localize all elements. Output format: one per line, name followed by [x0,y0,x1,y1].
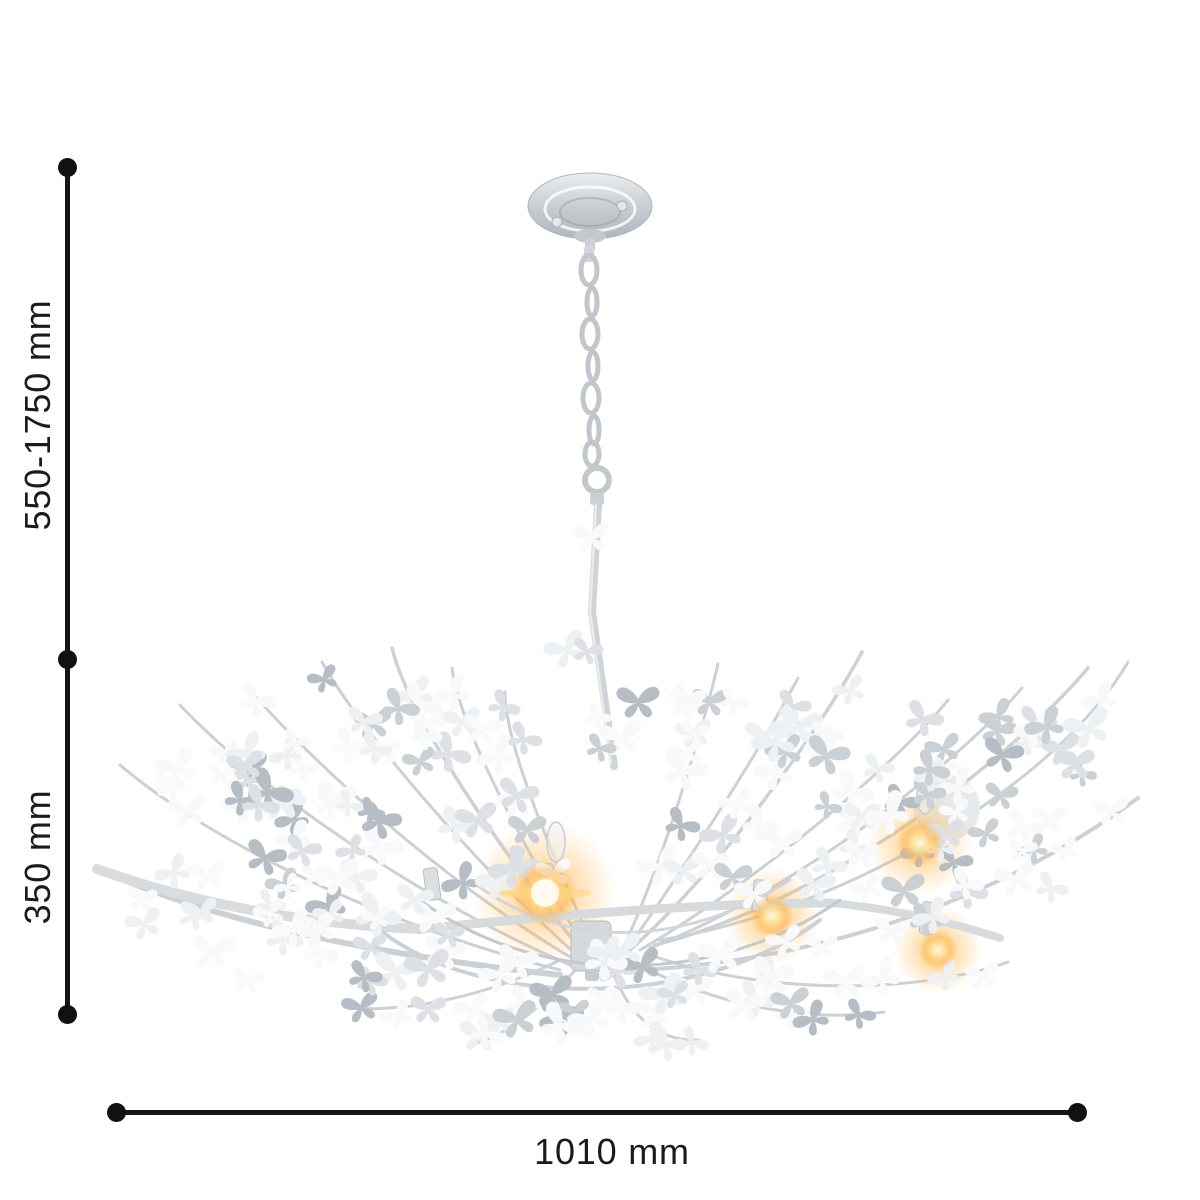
butterfly-ornaments [122,522,1131,1066]
suspension-chain [578,246,612,505]
ceiling-canopy [527,172,653,252]
bulb-glow-cores [499,819,958,970]
suspension-height-label: 550-1750 mm [17,299,58,531]
vertical-dimension-line [65,168,70,1015]
dimension-endpoint-dot-top [58,158,77,177]
width-label: 1010 mm [534,1131,690,1172]
dimension-endpoint-dot-left [107,1103,126,1122]
dimension-endpoint-dot-right [1068,1103,1087,1122]
body-height-label: 350 mm [17,789,58,925]
dimension-endpoint-dot-bottom [58,1005,77,1024]
dimension-endpoint-dot-middle [58,650,77,669]
horizontal-dimension-line [117,1110,1078,1115]
